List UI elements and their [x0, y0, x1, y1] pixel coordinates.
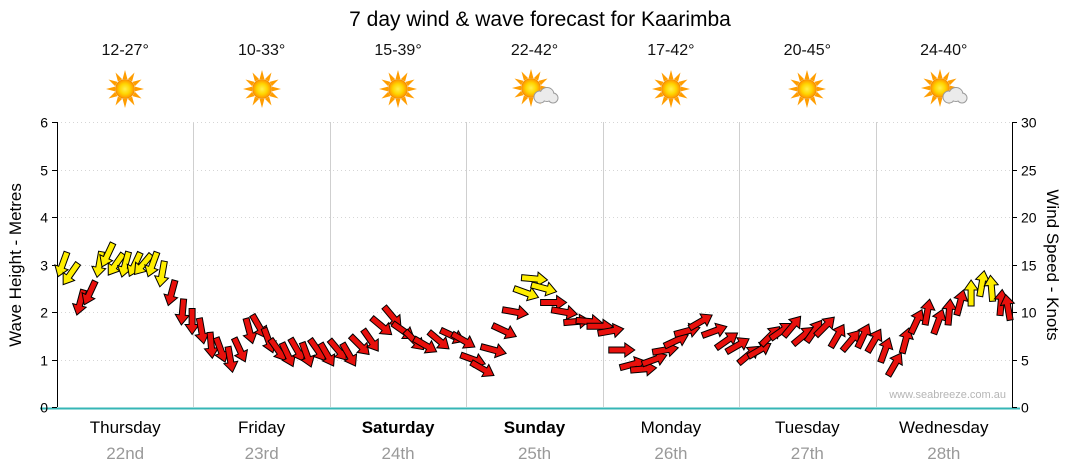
day-date-label: 27th	[790, 444, 824, 463]
wind-arrow	[81, 279, 99, 306]
left-axis-tick-label: 5	[40, 163, 48, 179]
watermark: www.seabreeze.com.au	[889, 389, 1006, 401]
day-date-label: 23rd	[244, 444, 279, 463]
wind-arrow	[54, 250, 71, 278]
left-axis-tick-label: 4	[40, 210, 48, 226]
wind-arrow	[317, 341, 336, 367]
wind-arrow	[163, 279, 179, 307]
right-axis-tick-label: 10	[1021, 305, 1037, 321]
wind-arrow	[780, 315, 802, 339]
wind-arrow	[501, 304, 530, 321]
wind-arrow	[347, 333, 370, 356]
wind-arrow	[813, 316, 835, 339]
right-axis-tick-label: 20	[1021, 210, 1037, 226]
left-axis-tick-label: 6	[40, 115, 48, 131]
wind-arrow	[230, 336, 249, 363]
day-name-label: Friday	[238, 418, 286, 437]
right-axis-tick-label: 30	[1021, 115, 1037, 131]
left-axis-tick-label: 3	[40, 258, 48, 274]
day-date-label: 22nd	[106, 444, 145, 463]
wind-arrow	[864, 328, 883, 354]
day-temp-label: 15-39°	[374, 42, 422, 59]
wind-arrow	[687, 313, 713, 332]
wind-arrow	[898, 327, 914, 355]
day-temp-label: 10-33°	[237, 42, 286, 59]
left-axis-tick-label: 0	[40, 400, 48, 416]
wind-arrow	[99, 241, 117, 268]
wind-arrow	[360, 327, 379, 352]
day-name-label: Wednesday	[899, 418, 989, 437]
sun-cloud-icon	[511, 69, 558, 107]
chart-title: 7 day wind & wave forecast for Kaarimba	[349, 8, 731, 31]
wind-arrow	[530, 281, 558, 297]
wind-arrow	[369, 314, 393, 336]
wind-arrow	[426, 329, 450, 350]
wind-arrow	[596, 322, 625, 339]
wind-arrow	[963, 279, 980, 307]
wind-arrow	[298, 340, 316, 368]
wind-arrow	[153, 260, 170, 288]
wind-arrow	[469, 359, 495, 378]
wind-arrow	[953, 289, 969, 317]
wind-arrow	[411, 335, 438, 354]
day-temp-label: 24-40°	[920, 42, 968, 59]
wind-arrow	[827, 323, 846, 350]
wind-arrow	[381, 304, 402, 328]
wind-arrow	[490, 322, 518, 340]
sun-icon	[379, 70, 418, 108]
wind-arrow	[983, 274, 1000, 303]
day-name-label: Tuesday	[775, 418, 840, 437]
wind-arrow	[724, 337, 750, 356]
right-axis-tick-label: 25	[1021, 163, 1037, 179]
right-axis-tick-label: 5	[1021, 353, 1029, 369]
sun-icon	[651, 70, 690, 108]
sun-cloud-icon	[920, 69, 968, 107]
day-name-label: Thursday	[89, 418, 161, 437]
wind-arrow	[174, 298, 191, 326]
wind-arrow	[608, 342, 636, 358]
wind-arrow	[877, 336, 894, 364]
wind-arrow	[919, 298, 936, 326]
sun-icon	[242, 70, 281, 108]
wind-arrow	[479, 342, 507, 359]
right-axis-tick-label: 15	[1021, 258, 1037, 274]
wind-arrow	[700, 322, 728, 339]
axes: 0 1 2 3 4 5 6 0 5 10 15 20 25 30	[40, 115, 1037, 416]
wind-arrow	[999, 293, 1016, 322]
right-axis-tick-label: 0	[1021, 400, 1029, 416]
wind-arrow	[550, 304, 579, 321]
wind-arrow	[884, 352, 903, 378]
sun-icon	[106, 70, 145, 108]
day-name-label: Saturday	[361, 418, 435, 437]
day-date-label: 28th	[927, 444, 961, 463]
left-axis-tick-label: 1	[40, 353, 48, 369]
wind-arrow	[222, 345, 239, 374]
day-temp-label: 20-45°	[783, 42, 831, 59]
day-date-label: 26th	[654, 444, 688, 463]
wind-arrow	[854, 323, 872, 350]
gridlines	[57, 122, 1012, 407]
day-name-label: Monday	[640, 418, 702, 437]
sun-icon	[788, 70, 827, 108]
left-axis-tick-label: 2	[40, 305, 48, 321]
wind-arrow	[339, 341, 358, 367]
wind-arrow	[713, 332, 739, 352]
wind-arrow	[133, 251, 155, 276]
wind-arrows	[54, 241, 1016, 378]
day-date-label: 24th	[381, 444, 415, 463]
day-date-label: 25th	[517, 444, 552, 463]
day-temp-label: 22-42°	[510, 42, 559, 59]
day-temp-label: 12-27°	[101, 42, 149, 59]
wind-arrow	[62, 260, 82, 286]
day-temp-label: 17-42°	[647, 42, 695, 59]
day-name-label: Sunday	[503, 418, 566, 437]
wind-arrow	[450, 330, 476, 349]
wind-arrow	[144, 250, 161, 278]
